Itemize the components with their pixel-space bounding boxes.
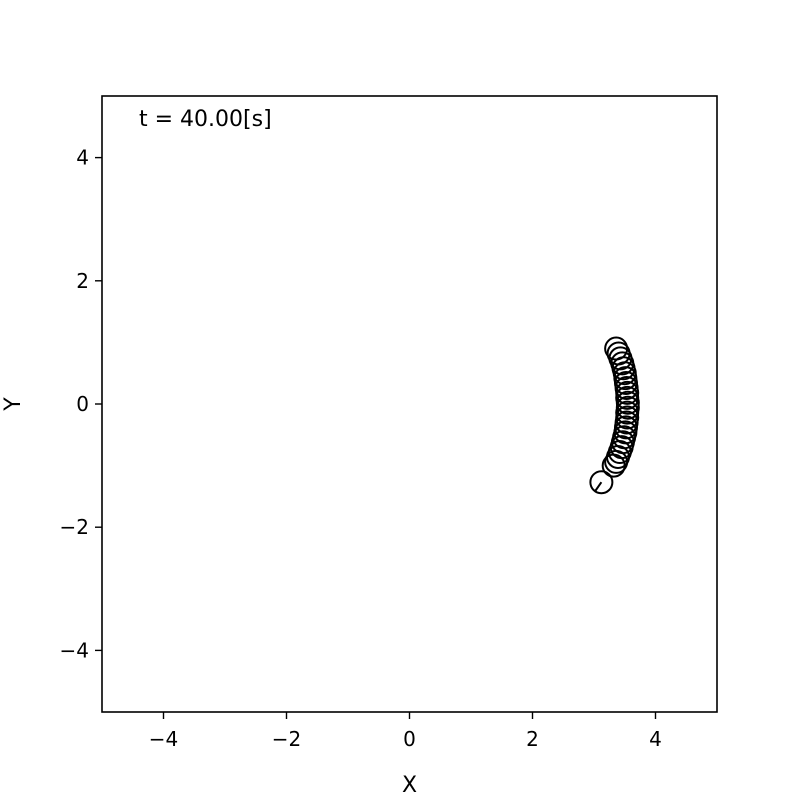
time-annotation: t = 40.00[s] [139,107,272,132]
y-axis-label: Y [1,397,26,412]
y-tick-label: 0 [76,392,89,416]
y-tick-label: 2 [76,269,89,293]
y-tick-label: −4 [60,638,89,662]
x-axis-ticks: −4 −2 0 2 4 [149,712,662,751]
plot-area [102,96,717,712]
data-point [615,400,640,425]
data-point [604,449,629,474]
data-point [601,453,626,478]
x-tick-label: 0 [403,727,416,751]
x-axis-label: X [402,773,417,798]
data-point [615,380,640,405]
x-tick-label: 4 [649,727,662,751]
x-tick-label: −4 [149,727,178,751]
heading-indicator [594,481,603,492]
x-tick-label: 2 [526,727,539,751]
y-axis-ticks: −4 −2 0 2 4 [60,146,102,662]
points-layer [589,336,640,495]
heading-layer [594,481,603,492]
data-point [615,390,640,415]
data-point [589,470,614,495]
x-tick-label: −2 [272,727,301,751]
y-tick-label: 4 [76,146,89,170]
y-tick-label: −2 [60,515,89,539]
